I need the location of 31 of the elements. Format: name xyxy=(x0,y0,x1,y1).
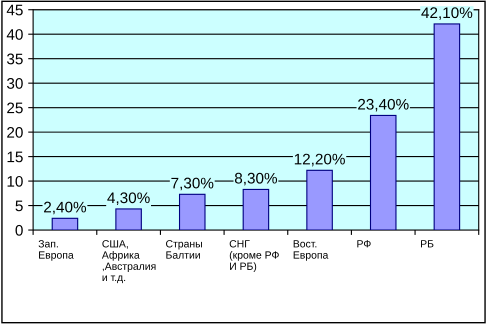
data-label: 4,30% xyxy=(107,192,150,205)
bar xyxy=(115,208,142,230)
data-label: 23,40% xyxy=(358,98,409,112)
y-tick-label: 45 xyxy=(6,4,23,16)
y-tick-label: 40 xyxy=(6,29,23,40)
y-tick-label: 25 xyxy=(7,102,23,114)
y-tick-label: 5 xyxy=(16,200,23,212)
data-label: 8,30% xyxy=(234,172,278,186)
x-tick-label: РБ xyxy=(421,240,434,248)
x-tick-label: Вост. Европа xyxy=(294,240,328,261)
data-label: 42,10% xyxy=(421,7,472,20)
x-tick-label: США, Африка ,Австралия и т.д. xyxy=(102,240,156,284)
y-tick-label: 35 xyxy=(6,54,23,64)
y-tick-label: 20 xyxy=(7,126,23,138)
y-tick-label: 30 xyxy=(6,78,23,89)
bar xyxy=(52,218,78,230)
data-label: 2,40% xyxy=(44,202,86,214)
y-tick-label: 15 xyxy=(8,152,23,162)
bar xyxy=(370,114,397,230)
data-label: 12,20% xyxy=(294,154,345,166)
bar xyxy=(306,170,333,230)
bar xyxy=(178,194,206,230)
x-tick-label: Зап. Европа xyxy=(38,240,74,261)
x-tick-label: СНГ (кроме РФ И РБ) xyxy=(230,240,279,272)
y-tick-label: 10 xyxy=(8,176,23,187)
data-label: 7,30% xyxy=(171,178,214,190)
bar xyxy=(434,23,460,230)
x-tick-label: РФ xyxy=(357,240,371,248)
x-tick-label: Страны Балтии xyxy=(166,240,202,259)
bar xyxy=(242,188,270,230)
y-tick-label: 0 xyxy=(15,224,23,236)
